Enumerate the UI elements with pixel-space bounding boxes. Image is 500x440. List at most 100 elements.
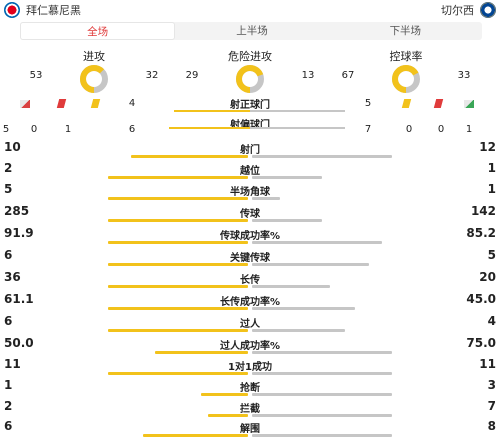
stat-row: 285 传球 142 bbox=[0, 204, 500, 225]
shots-on-home-bar bbox=[174, 110, 250, 112]
stat-away-bar bbox=[252, 285, 330, 288]
stat-home-bar bbox=[108, 329, 248, 332]
donut-ring bbox=[236, 65, 264, 93]
stat-label: 抢断 bbox=[240, 383, 260, 394]
stat-away-value: 11 bbox=[479, 357, 496, 371]
chelsea-badge-icon bbox=[480, 2, 496, 18]
corner-flag-icon bbox=[20, 100, 30, 108]
stat-away-value: 1 bbox=[487, 161, 496, 175]
home-team[interactable]: 拜仁慕尼黑 bbox=[4, 2, 81, 18]
stat-away-bar bbox=[252, 155, 392, 158]
stat-away-bar bbox=[252, 307, 355, 310]
donut-home-arc bbox=[392, 65, 420, 93]
stat-label: 半场角球 bbox=[230, 187, 270, 198]
stat-label: 传球成功率% bbox=[219, 231, 281, 242]
home-corners: 5 bbox=[2, 124, 10, 135]
donut-home-arc bbox=[236, 65, 264, 93]
stat-label: 长传成功率% bbox=[219, 297, 281, 308]
stat-label: 解围 bbox=[240, 424, 260, 435]
stat-away-value: 142 bbox=[470, 204, 496, 218]
donut-ring bbox=[80, 65, 108, 93]
donut-home-value: 67 bbox=[341, 70, 355, 81]
home-team-name: 拜仁慕尼黑 bbox=[26, 4, 81, 17]
donut-title: 控球率 bbox=[389, 50, 423, 63]
stat-away-value: 1 bbox=[487, 182, 496, 196]
period-tabs: 全场 上半场 下半场 bbox=[20, 22, 482, 40]
stat-away-value: 20 bbox=[479, 270, 496, 284]
stat-away-bar bbox=[252, 329, 345, 332]
discipline-row: 5 0 1 6 7 0 0 1 bbox=[0, 124, 500, 138]
away-team-name: 切尔西 bbox=[441, 4, 474, 17]
stat-home-bar bbox=[131, 155, 248, 158]
stat-row: 10 射门 12 bbox=[0, 140, 500, 161]
shots-on-label: 射正球门 bbox=[230, 100, 270, 111]
stat-home-bar bbox=[108, 285, 248, 288]
stat-row: 50.0 过人成功率% 75.0 bbox=[0, 336, 500, 357]
stat-label: 传球 bbox=[240, 209, 260, 220]
stat-away-value: 12 bbox=[479, 140, 496, 154]
donut-ring bbox=[392, 65, 420, 93]
shots-off-away-bar bbox=[250, 127, 345, 129]
tab-first-half[interactable]: 上半场 bbox=[236, 25, 268, 37]
stat-away-value: 7 bbox=[487, 399, 496, 413]
stat-row: 1 抢断 3 bbox=[0, 378, 500, 399]
stat-away-value: 85.2 bbox=[466, 226, 496, 240]
tab-second-half[interactable]: 下半场 bbox=[389, 25, 422, 37]
stat-label: 关键传球 bbox=[230, 253, 270, 264]
stat-home-bar bbox=[208, 414, 248, 417]
stat-home-value: 11 bbox=[4, 357, 21, 371]
shots-on-target-row: 4 射正球门 5 bbox=[0, 96, 500, 111]
stat-label: 拦截 bbox=[240, 404, 260, 415]
stat-away-bar bbox=[252, 219, 322, 222]
stat-label: 1对1成功 bbox=[228, 362, 272, 373]
stat-home-bar bbox=[201, 393, 248, 396]
donut-possession: 控球率 67 33 bbox=[336, 48, 476, 96]
stat-home-value: 285 bbox=[4, 204, 30, 218]
home-red-cards: 0 bbox=[30, 124, 38, 135]
stat-home-bar bbox=[108, 219, 248, 222]
stat-row: 61.1 长传成功率% 45.0 bbox=[0, 292, 500, 313]
stat-home-value: 1 bbox=[4, 378, 13, 392]
stat-away-bar bbox=[252, 434, 392, 437]
stat-away-value: 8 bbox=[487, 419, 496, 433]
tab-full-match[interactable]: 全场 bbox=[20, 22, 176, 40]
away-yellow-cards: 0 bbox=[405, 124, 413, 135]
stat-home-bar bbox=[155, 351, 248, 354]
stat-home-bar bbox=[108, 372, 248, 375]
stat-home-value: 61.1 bbox=[4, 292, 34, 306]
donut-home-value: 29 bbox=[185, 70, 199, 81]
stat-home-value: 10 bbox=[4, 140, 21, 154]
donut-away-value: 13 bbox=[301, 70, 315, 81]
stat-row: 11 1对1成功 11 bbox=[0, 357, 500, 378]
stat-home-value: 50.0 bbox=[4, 336, 34, 350]
stat-away-bar bbox=[252, 393, 392, 396]
stat-row: 91.9 传球成功率% 85.2 bbox=[0, 226, 500, 247]
donut-dangerous-attacks: 危险进攻 29 13 bbox=[180, 48, 320, 96]
home-yellow-cards: 1 bbox=[64, 124, 72, 135]
stat-home-value: 5 bbox=[4, 182, 13, 196]
stat-home-bar bbox=[108, 263, 248, 266]
donut-away-value: 32 bbox=[145, 70, 159, 81]
donut-title: 进攻 bbox=[83, 50, 105, 63]
stat-away-value: 3 bbox=[487, 378, 496, 392]
shots-off-target-row: 射偏球门 bbox=[0, 116, 500, 131]
stat-away-bar bbox=[252, 197, 280, 200]
stat-home-value: 6 bbox=[4, 314, 13, 328]
donut-away-value: 33 bbox=[457, 70, 471, 81]
shots-off-home-bar bbox=[169, 127, 250, 129]
stat-row: 6 过人 4 bbox=[0, 314, 500, 335]
stat-row: 5 半场角球 1 bbox=[0, 182, 500, 203]
donut-attacks: 进攻 53 32 bbox=[24, 48, 164, 96]
stat-row: 2 拦截 7 bbox=[0, 399, 500, 420]
stat-home-bar bbox=[108, 241, 248, 244]
bayern-badge-icon bbox=[4, 2, 20, 18]
shots-off-away: 7 bbox=[364, 124, 372, 135]
shots-on-away: 5 bbox=[364, 98, 372, 109]
stat-home-bar bbox=[108, 197, 248, 200]
away-red-cards: 0 bbox=[437, 124, 445, 135]
stat-home-value: 6 bbox=[4, 248, 13, 262]
donut-home-value: 53 bbox=[29, 70, 43, 81]
stat-away-bar bbox=[252, 176, 322, 179]
stat-row: 6 解围 8 bbox=[0, 419, 500, 440]
away-team[interactable]: 切尔西 bbox=[441, 2, 496, 18]
